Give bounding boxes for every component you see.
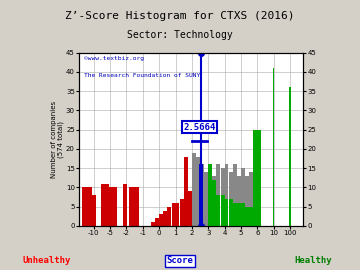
Bar <box>90 195 96 226</box>
Bar <box>159 214 163 226</box>
Bar <box>151 222 155 226</box>
Bar <box>216 195 220 226</box>
Bar <box>163 211 167 226</box>
Bar <box>176 203 179 226</box>
Bar <box>273 68 274 226</box>
Bar <box>253 130 261 226</box>
Bar <box>233 164 237 226</box>
Bar <box>200 164 204 226</box>
Bar <box>289 87 291 226</box>
Bar <box>237 176 241 226</box>
Bar <box>167 207 171 226</box>
Y-axis label: Number of companies
(574 total): Number of companies (574 total) <box>51 101 64 178</box>
Text: Unhealthy: Unhealthy <box>23 256 71 265</box>
Bar <box>237 203 241 226</box>
Bar <box>221 168 225 226</box>
Bar <box>212 176 216 226</box>
Bar <box>253 207 257 226</box>
Bar <box>155 218 159 226</box>
Bar <box>101 184 109 226</box>
Bar <box>249 207 253 226</box>
Bar <box>225 199 229 226</box>
Bar <box>241 203 245 226</box>
Text: Z’-Score Histogram for CTXS (2016): Z’-Score Histogram for CTXS (2016) <box>65 11 295 21</box>
Bar <box>245 176 249 226</box>
Bar <box>188 191 192 226</box>
Text: 2.5664: 2.5664 <box>183 123 216 131</box>
Bar <box>229 211 233 226</box>
Text: Healthy: Healthy <box>294 256 332 265</box>
Bar <box>229 199 233 226</box>
Bar <box>184 157 188 226</box>
Bar <box>196 157 200 226</box>
Bar <box>204 172 208 226</box>
Bar <box>212 180 216 226</box>
Bar <box>82 187 92 226</box>
Bar <box>233 203 237 226</box>
Bar <box>233 207 237 226</box>
Text: ©www.textbiz.org: ©www.textbiz.org <box>84 56 144 61</box>
Bar <box>221 195 225 226</box>
Bar <box>216 164 220 226</box>
Bar <box>249 172 253 226</box>
Bar <box>225 164 229 226</box>
Bar <box>208 176 212 226</box>
Bar <box>123 184 127 226</box>
Bar <box>241 168 245 226</box>
Text: Sector: Technology: Sector: Technology <box>127 30 233 40</box>
Bar <box>172 203 176 226</box>
Bar <box>245 207 249 226</box>
Bar <box>192 153 196 226</box>
Bar <box>105 187 117 226</box>
Bar <box>129 187 139 226</box>
Text: Score: Score <box>167 256 193 265</box>
Bar <box>208 164 212 226</box>
Bar <box>229 172 233 226</box>
Bar <box>199 164 203 226</box>
Bar <box>180 199 184 226</box>
Text: The Research Foundation of SUNY: The Research Foundation of SUNY <box>84 73 200 78</box>
